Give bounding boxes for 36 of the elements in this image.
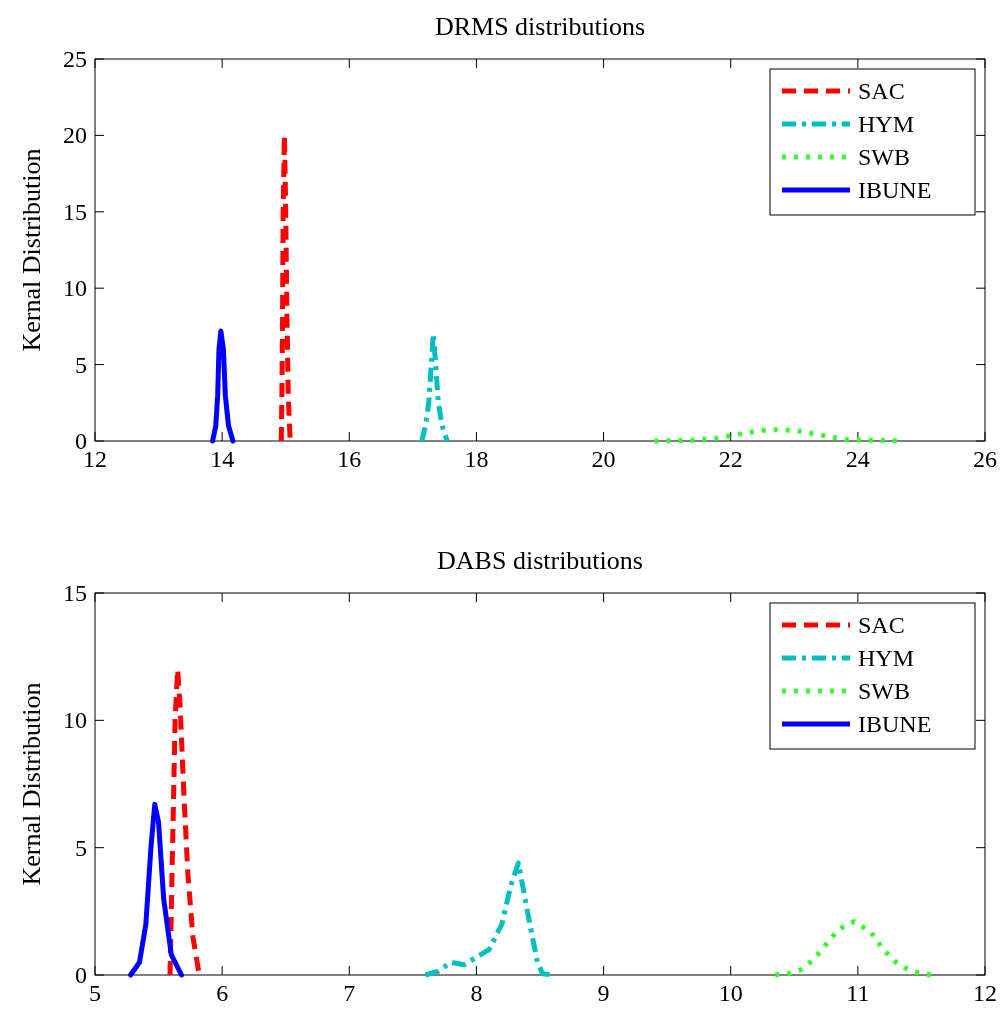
y-axis-title: Kernal Distribution xyxy=(17,682,46,886)
y-tick-label: 20 xyxy=(63,122,87,149)
x-tick-label: 26 xyxy=(973,446,997,472)
y-tick-label: 10 xyxy=(63,707,87,734)
y-tick-label: 25 xyxy=(63,46,87,72)
x-tick-label: 18 xyxy=(464,446,489,472)
y-tick-label: 15 xyxy=(63,580,87,606)
y-tick-label: 0 xyxy=(75,962,87,988)
legend-label: SAC xyxy=(858,78,905,104)
legend-label: HYM xyxy=(858,645,915,671)
x-tick-label: 7 xyxy=(343,980,356,1006)
y-tick-label: 5 xyxy=(75,834,87,861)
legend-label: IBUNE xyxy=(858,711,932,737)
legend-label: SAC xyxy=(858,612,905,638)
chart-title: DRMS distributions xyxy=(434,12,646,41)
x-tick-label: 12 xyxy=(973,980,997,1006)
x-tick-label: 6 xyxy=(216,980,229,1006)
y-tick-label: 5 xyxy=(75,351,87,378)
x-tick-label: 24 xyxy=(845,446,870,472)
x-tick-label: 16 xyxy=(337,446,362,472)
x-tick-label: 10 xyxy=(718,980,743,1006)
legend-label: SWB xyxy=(858,678,911,704)
x-tick-label: 14 xyxy=(210,446,235,472)
x-tick-label: 20 xyxy=(591,446,616,472)
x-tick-label: 11 xyxy=(846,980,870,1006)
x-tick-label: 22 xyxy=(718,446,743,472)
y-tick-label: 0 xyxy=(75,428,87,454)
legend-label: IBUNE xyxy=(858,177,932,203)
y-tick-label: 10 xyxy=(63,275,87,302)
legend-label: SWB xyxy=(858,144,911,170)
chart-title: DABS distributions xyxy=(437,546,643,575)
x-tick-label: 8 xyxy=(470,980,483,1006)
y-tick-label: 15 xyxy=(63,198,87,225)
x-tick-label: 9 xyxy=(597,980,610,1006)
y-axis-title: Kernal Distribution xyxy=(17,148,46,352)
legend-label: HYM xyxy=(858,111,915,137)
